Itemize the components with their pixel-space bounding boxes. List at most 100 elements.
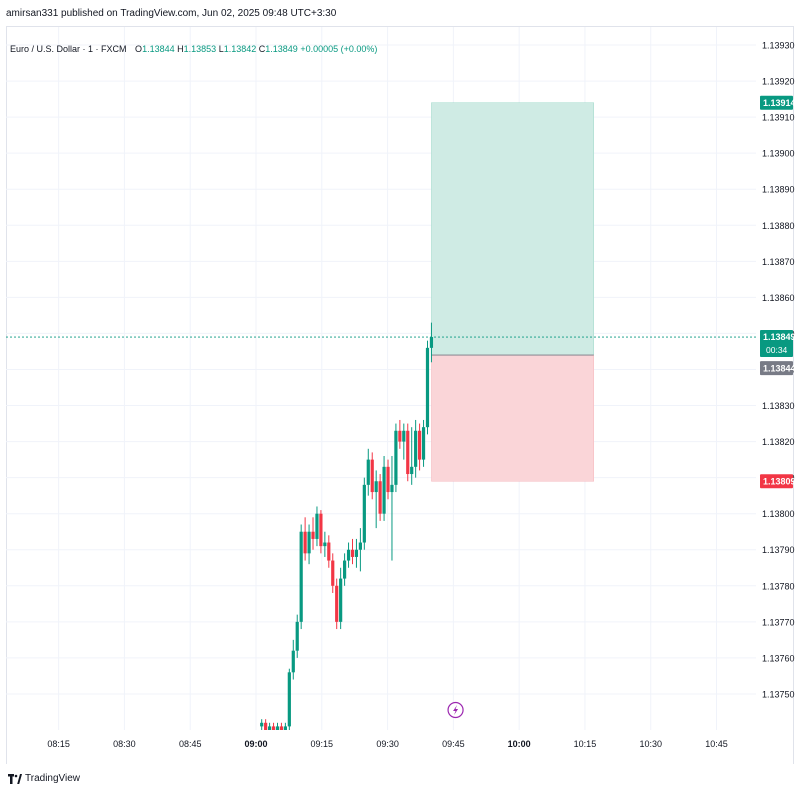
y-tick-label: 1.13900: [762, 149, 795, 159]
y-tick-label: 1.13910: [762, 113, 795, 123]
candle-up[interactable]: [283, 726, 287, 730]
y-tick-label: 1.13920: [762, 77, 795, 87]
close-label: C: [258, 44, 266, 54]
candle-down[interactable]: [327, 542, 331, 561]
candle-down[interactable]: [319, 513, 323, 547]
y-tick-label: 1.13820: [762, 437, 795, 447]
x-tick-label: 09:30: [376, 739, 399, 749]
x-tick-label: 10:00: [508, 739, 531, 749]
low-value: 1.13842: [223, 44, 257, 54]
candle-up[interactable]: [323, 542, 327, 547]
candle-up[interactable]: [358, 542, 362, 550]
candle-down[interactable]: [378, 481, 382, 514]
x-tick-label: 10:15: [574, 739, 597, 749]
x-tick-label: 08:30: [113, 739, 136, 749]
candle-down[interactable]: [386, 466, 390, 493]
entry-price-label: 1.13844: [763, 363, 796, 373]
candle-up[interactable]: [402, 430, 406, 442]
y-tick-label: 1.13800: [762, 509, 795, 519]
target-price-label-bg: [760, 95, 793, 110]
stop-price-label-bg: [760, 474, 793, 489]
y-tick-label: 1.13770: [762, 617, 795, 627]
candle-down[interactable]: [271, 726, 276, 730]
x-tick-label: 08:15: [47, 739, 70, 749]
stop-loss-zone[interactable]: [431, 354, 594, 482]
x-tick-label: 08:45: [179, 739, 202, 749]
symbol-label: Euro / U.S. Dollar · 1 · FXCM: [10, 44, 127, 54]
candle-up[interactable]: [394, 430, 398, 485]
candle-up[interactable]: [315, 513, 319, 539]
candle-down[interactable]: [331, 560, 335, 586]
candle-up[interactable]: [346, 549, 351, 561]
publisher-line: amirsan331 published on TradingView.com,…: [6, 8, 337, 19]
low-label: L: [218, 44, 224, 54]
x-tick-label: 09:45: [442, 739, 465, 749]
y-tick-label: 1.13880: [762, 221, 795, 231]
y-tick-label: 1.13750: [762, 689, 795, 699]
candle-up[interactable]: [267, 726, 272, 730]
candle-up[interactable]: [421, 427, 426, 460]
stop-price-label: 1.13809: [763, 476, 796, 486]
y-tick-label: 1.13860: [762, 293, 795, 303]
candle-down[interactable]: [406, 430, 410, 475]
candle-down[interactable]: [311, 531, 315, 539]
profit-target-zone[interactable]: [431, 102, 594, 356]
candle-up[interactable]: [410, 466, 414, 475]
high-label: H: [177, 44, 184, 54]
candle-up[interactable]: [429, 337, 434, 348]
candle-up[interactable]: [414, 430, 418, 467]
y-tick-label: 1.13930: [762, 41, 795, 51]
candle-down[interactable]: [279, 726, 284, 730]
candle-up[interactable]: [339, 578, 343, 622]
x-tick-label: 09:00: [244, 739, 267, 749]
candle-up[interactable]: [275, 726, 280, 730]
candle-up[interactable]: [295, 621, 299, 651]
footer-brand-label: TradingView: [25, 773, 81, 784]
candle-up[interactable]: [390, 484, 394, 493]
candle-up[interactable]: [366, 459, 370, 485]
candle-down[interactable]: [417, 430, 422, 460]
candle-up[interactable]: [425, 347, 430, 428]
lightning-glyph: [453, 705, 459, 715]
ohlc-legend: Euro / U.S. Dollar · 1 · FXCM O1.13844 H…: [10, 44, 377, 54]
candle-up[interactable]: [362, 484, 366, 543]
candle-down[interactable]: [335, 585, 339, 622]
target-price-label: 1.13914: [763, 98, 796, 108]
candle-down[interactable]: [264, 722, 268, 730]
current-price-label: 1.13849: [763, 332, 796, 342]
y-tick-label: 1.13870: [762, 257, 795, 267]
candle-up[interactable]: [342, 560, 347, 579]
x-tick-label: 10:30: [639, 739, 662, 749]
current-price-label-bg: [760, 330, 793, 358]
candle-down[interactable]: [303, 531, 307, 554]
x-tick-label: 10:45: [705, 739, 728, 749]
candle-up[interactable]: [299, 531, 303, 622]
open-value: 1.13844: [142, 44, 175, 54]
close-value: 1.13849: [265, 44, 298, 54]
candle-up[interactable]: [287, 672, 291, 727]
candle-up[interactable]: [291, 650, 295, 673]
candle-up[interactable]: [382, 466, 386, 514]
candle-up[interactable]: [374, 481, 378, 493]
bar-countdown-label: 00:34: [766, 345, 788, 355]
change-value: +0.00005 (+0.00%): [300, 44, 378, 54]
y-tick-label: 1.13780: [762, 581, 795, 591]
candle-up[interactable]: [354, 549, 359, 557]
y-tick-label: 1.13760: [762, 653, 795, 663]
candle-up[interactable]: [307, 531, 311, 554]
open-label: O: [135, 44, 143, 54]
entry-price-label-bg: [760, 361, 793, 376]
tradingview-logo-icon: [8, 773, 22, 784]
footer-brand[interactable]: TradingView: [8, 773, 80, 784]
candle-up[interactable]: [260, 722, 264, 727]
y-tick-label: 1.13890: [762, 185, 795, 195]
y-tick-label: 1.13790: [762, 545, 795, 555]
y-tick-label: 1.13830: [762, 401, 795, 411]
candle-down[interactable]: [350, 549, 355, 557]
high-value: 1.13853: [183, 44, 217, 54]
x-tick-label: 09:15: [311, 739, 334, 749]
candle-down[interactable]: [398, 430, 402, 442]
chart-frame: [6, 26, 794, 764]
candle-down[interactable]: [370, 459, 374, 493]
